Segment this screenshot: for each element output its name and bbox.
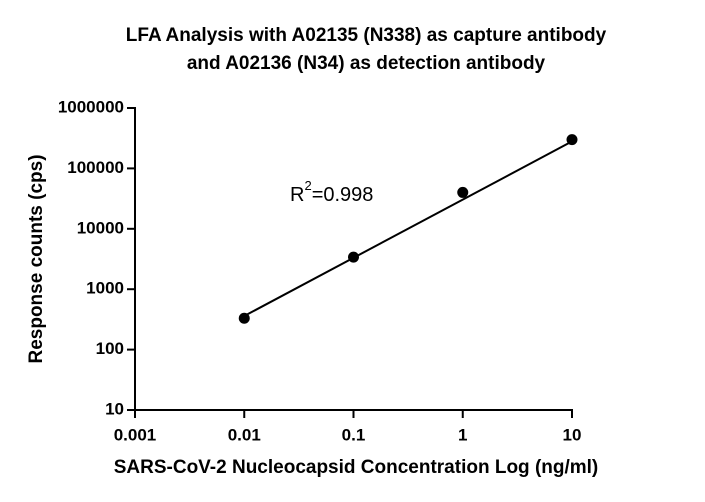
y-tick-label: 100000 [67, 158, 124, 177]
point [238, 312, 250, 324]
x-tick-label: 0.001 [114, 425, 157, 444]
chart-title: LFA Analysis with A02135 (N338) as captu… [126, 25, 607, 46]
x-tick-label: 0.01 [228, 425, 261, 444]
y-tick-label: 10 [105, 399, 124, 418]
annotation-sup: 2 [304, 178, 311, 193]
annotation: R2=0.998 [290, 178, 373, 206]
y-tick-label: 100 [96, 339, 124, 358]
point [457, 186, 469, 198]
y-tick-label: 1000 [86, 279, 124, 298]
y-tick-label: 1000000 [58, 97, 124, 116]
x-tick-label: 0.1 [342, 425, 366, 444]
point [348, 251, 359, 263]
y-axis-label: Response counts (cps) [26, 154, 47, 363]
y-tick-label: 10000 [77, 218, 124, 237]
fit-line [243, 140, 573, 317]
annotation-text: R [290, 184, 304, 206]
point [566, 134, 578, 146]
x-axis-label: SARS-CoV-2 Nucleocapsid Concentration Lo… [114, 457, 599, 478]
x-tick-label: 10 [563, 425, 582, 444]
chart-title: and A02136 (N34) as detection antibody [187, 53, 546, 74]
annotation-text: =0.998 [312, 184, 374, 206]
x-tick-label: 1 [458, 425, 467, 444]
